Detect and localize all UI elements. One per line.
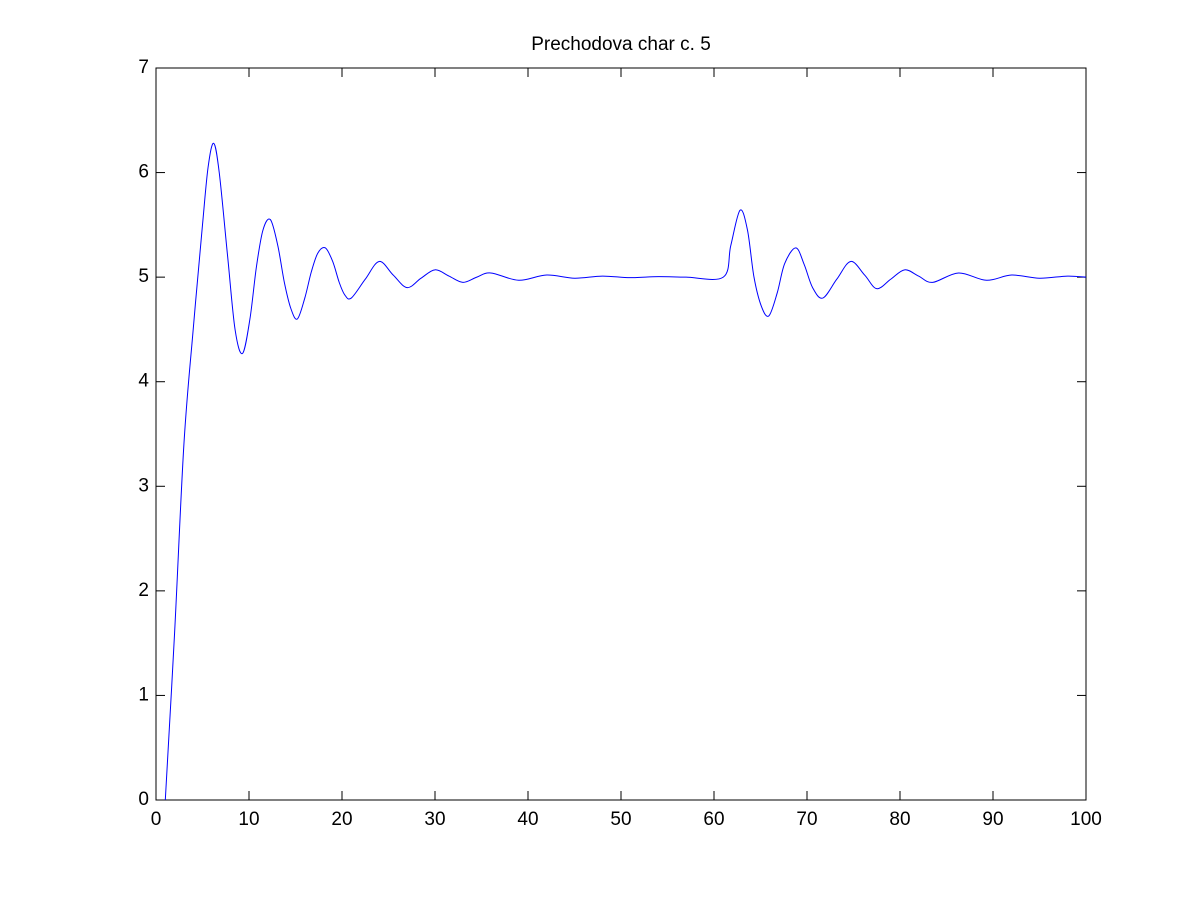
plot-frame (155, 67, 1087, 801)
y-tick-label: 1 (138, 684, 149, 705)
x-tick-label: 20 (331, 809, 352, 830)
x-tick-label: 60 (703, 809, 724, 830)
y-tick-label: 7 (138, 57, 149, 78)
x-tick-label: 50 (610, 809, 631, 830)
x-tick-label: 100 (1070, 809, 1102, 830)
y-tick-label: 5 (138, 266, 149, 287)
chart-title: Prechodova char c. 5 (531, 34, 711, 55)
x-tick-label: 90 (982, 809, 1003, 830)
x-tick-label: 0 (151, 809, 162, 830)
x-tick-label: 70 (796, 809, 817, 830)
y-tick-label: 2 (138, 580, 149, 601)
x-tick-label: 10 (238, 809, 259, 830)
y-tick-label: 4 (138, 371, 149, 392)
y-tick-label: 3 (138, 475, 149, 496)
x-tick-label: 30 (424, 809, 445, 830)
x-tick-label: 40 (517, 809, 538, 830)
line (164, 142, 1087, 801)
y-tick-label: 6 (138, 162, 149, 183)
y-tick-label: 0 (138, 789, 149, 810)
x-tick-label: 80 (889, 809, 910, 830)
